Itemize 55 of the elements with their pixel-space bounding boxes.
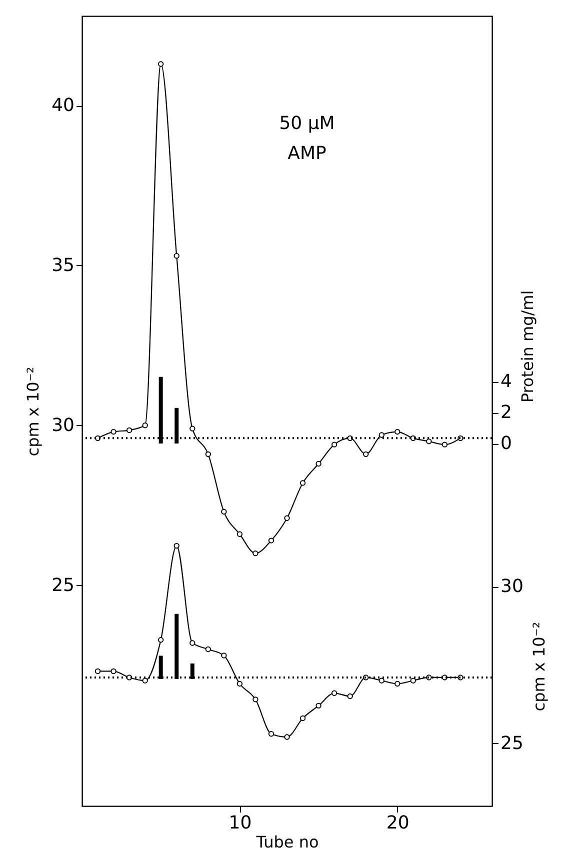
point: [205, 451, 211, 458]
x-tick-label: 10: [228, 812, 252, 834]
point: [94, 668, 101, 674]
x-tick-label: 20: [386, 812, 410, 834]
y3-tick-label: 0: [500, 433, 512, 454]
point: [442, 442, 448, 448]
point: [300, 480, 306, 486]
point: [284, 515, 290, 521]
x-axis-title: Tube no: [255, 832, 319, 850]
point: [190, 640, 196, 646]
point: [331, 442, 338, 448]
point: [394, 428, 400, 435]
point: [236, 531, 243, 537]
point: [410, 678, 416, 684]
point: [221, 508, 227, 515]
point: [158, 61, 164, 67]
point: [252, 696, 258, 702]
point: [110, 428, 116, 435]
point: [316, 702, 322, 709]
point: [142, 678, 148, 684]
point: [316, 460, 322, 467]
point: [110, 668, 116, 674]
point: [331, 690, 338, 696]
point: [174, 253, 180, 259]
point: [268, 538, 274, 544]
point: [268, 731, 274, 737]
annotation: 50 μM AMP: [279, 113, 335, 164]
point: [126, 427, 132, 434]
y3-tick-label: 2: [500, 402, 512, 424]
y2-tick-label: 25: [500, 732, 524, 754]
point: [426, 438, 432, 444]
point: [363, 451, 369, 458]
point: [190, 426, 196, 432]
y2-tick-label: 30: [500, 576, 524, 598]
point: [347, 693, 353, 700]
y2-axis-title: cpm x 10⁻²: [529, 622, 548, 712]
point: [378, 678, 384, 684]
y-tick-label: 25: [52, 574, 74, 596]
y3-axis-title: Protein mg/ml: [518, 290, 537, 403]
point: [236, 680, 243, 687]
point: [142, 422, 148, 428]
point: [252, 550, 258, 556]
y-tick-label: 30: [52, 414, 74, 436]
point: [158, 637, 164, 643]
point: [221, 652, 227, 658]
y3-tick-label: 4: [500, 371, 512, 392]
point: [205, 646, 211, 652]
point: [284, 734, 290, 740]
y-tick-label: 35: [52, 254, 74, 276]
point: [378, 432, 384, 438]
point: [394, 680, 400, 687]
point: [300, 715, 306, 722]
y-tick-label: 40: [52, 95, 74, 116]
y-axis-title: cpm x 10⁻²: [24, 366, 43, 456]
point: [174, 542, 180, 549]
